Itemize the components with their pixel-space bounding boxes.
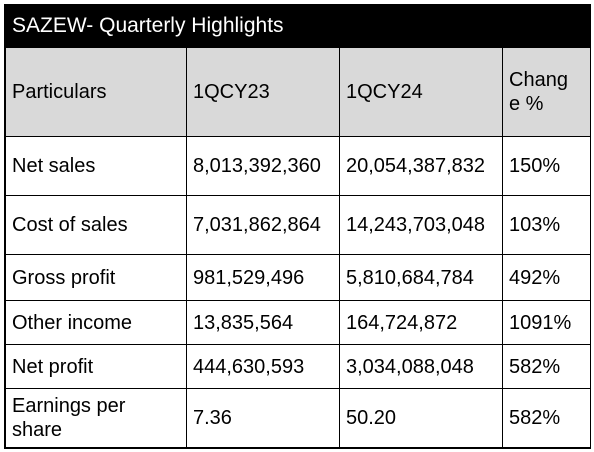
row-label: Other income [5,300,187,345]
cell-1qcy23: 13,835,564 [186,300,340,345]
cell-change: 150% [502,136,591,196]
cell-1qcy24: 20,054,387,832 [339,136,503,196]
row-label: Net sales [5,136,187,196]
row-label: Earnings per share [5,388,187,448]
cell-1qcy23: 8,013,392,360 [186,136,340,196]
header-1qcy24: 1QCY24 [339,47,503,137]
cell-1qcy24: 3,034,088,048 [339,344,503,389]
cell-change: 1091% [502,300,591,345]
cell-1qcy24: 5,810,684,784 [339,254,503,301]
row-label: Gross profit [5,254,187,301]
table-row: Other income 13,835,564 164,724,872 1091… [5,300,591,345]
header-change-label: Change % [509,69,568,115]
cell-1qcy23: 7,031,862,864 [186,195,340,255]
row-label: Cost of sales [5,195,187,255]
cell-1qcy23: 444,630,593 [186,344,340,389]
table-title: SAZEW- Quarterly Highlights [5,5,590,47]
table-row: Net sales 8,013,392,360 20,054,387,832 1… [5,136,591,196]
cell-1qcy24: 14,243,703,048 [339,195,503,255]
cell-change: 492% [502,254,591,301]
table-row: Earnings per share 7.36 50.20 582% [5,388,591,448]
cell-change: 582% [502,344,591,389]
cell-1qcy24: 164,724,872 [339,300,503,345]
cell-change: 582% [502,388,591,448]
cell-1qcy24: 50.20 [339,388,503,448]
header-particulars: Particulars [5,47,187,137]
header-1qcy23: 1QCY23 [186,47,340,137]
header-change: Change % [502,47,591,137]
highlights-table-container: SAZEW- Quarterly Highlights Particulars … [4,4,591,449]
header-row: Particulars 1QCY23 1QCY24 Change % [5,47,591,137]
row-label: Net profit [5,344,187,389]
table-row: Net profit 444,630,593 3,034,088,048 582… [5,344,591,389]
cell-change: 103% [502,195,591,255]
cell-1qcy23: 981,529,496 [186,254,340,301]
highlights-table: Particulars 1QCY23 1QCY24 Change % Net s… [5,47,591,448]
cell-1qcy23: 7.36 [186,388,340,448]
table-row: Gross profit 981,529,496 5,810,684,784 4… [5,254,591,301]
table-row: Cost of sales 7,031,862,864 14,243,703,0… [5,195,591,255]
